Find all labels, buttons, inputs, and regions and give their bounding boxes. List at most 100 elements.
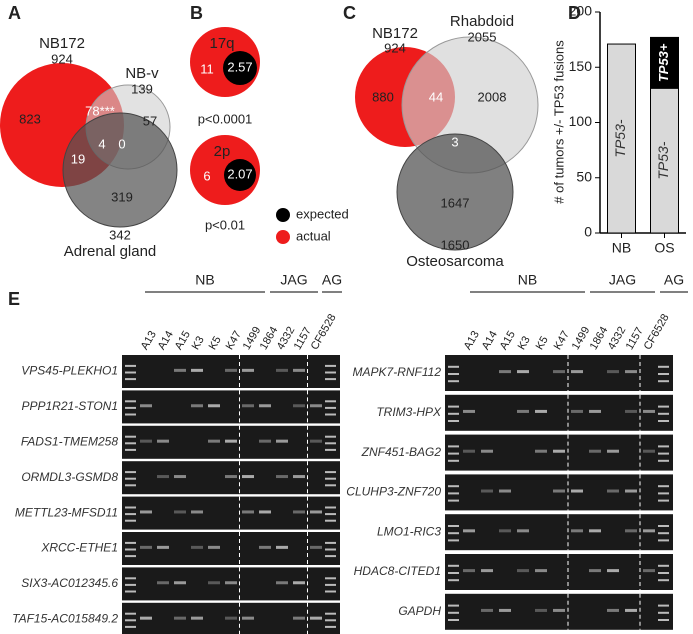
gel-band [535, 569, 547, 573]
gel-band [571, 409, 583, 413]
gel-band [517, 529, 529, 533]
gel-band [310, 616, 322, 620]
ladder-band [658, 579, 669, 582]
gel-band [310, 510, 322, 514]
gel-band [191, 510, 203, 514]
gel-band [208, 404, 220, 408]
gel-band [174, 510, 186, 514]
gene-label: ORMDL3-GSMD8 [21, 470, 118, 484]
ladder-band [325, 519, 336, 522]
venn-circle [396, 133, 514, 251]
actual-count: 11 [200, 61, 214, 76]
gel-band [643, 529, 655, 533]
gel-band [242, 616, 254, 620]
actual-count: 6 [203, 168, 210, 183]
panel-label: C [343, 3, 356, 23]
ladder-band [325, 400, 336, 403]
ladder-band [325, 506, 336, 509]
ladder-band [448, 619, 459, 621]
ladder-band [658, 611, 669, 614]
gel-band [607, 370, 619, 374]
gel-band [517, 569, 529, 573]
ladder-band [448, 445, 459, 448]
ladder-band [658, 564, 669, 567]
gel-band [553, 449, 565, 453]
gel-band [140, 510, 152, 514]
ladder-band [658, 445, 669, 448]
ladder-band [125, 619, 136, 622]
gene-label: FADS1-TMEM258 [21, 434, 118, 448]
lane-label: A15 [173, 329, 193, 352]
venn-count: 1647 [441, 195, 470, 210]
gene-label: MAPK7-RNF112 [353, 365, 442, 379]
gel-band [589, 449, 601, 453]
ladder-band [125, 448, 136, 451]
gel-band [535, 409, 547, 413]
gel-band [293, 510, 305, 514]
venn-circle [62, 112, 178, 228]
ladder-band [125, 484, 136, 487]
gel-band [259, 439, 271, 443]
legend-swatch [276, 208, 290, 222]
ladder-band [448, 525, 459, 527]
ladder-band [658, 619, 669, 621]
set-label: NB172 [39, 35, 85, 52]
region-label: 2p [214, 143, 231, 160]
gel-band [259, 545, 271, 549]
lane-label: A14 [156, 329, 176, 352]
venn-count: 880 [372, 89, 394, 104]
gel-band [225, 439, 237, 443]
gel-band [499, 608, 511, 612]
bar-segment [650, 87, 679, 234]
gel-band [157, 545, 169, 549]
gel-band [607, 489, 619, 493]
gel-band [625, 529, 637, 533]
ladder-band [325, 619, 336, 622]
expected-circle [223, 51, 257, 85]
ladder-band [325, 541, 336, 544]
gel-band [310, 545, 322, 549]
legend-label: actual [296, 228, 331, 243]
gel-band [174, 581, 186, 585]
lane-label: 1864 [588, 325, 611, 352]
gel-image [122, 602, 340, 634]
gel-band [607, 608, 619, 612]
venn-count: 0 [118, 136, 125, 151]
gel-band [571, 489, 583, 493]
ladder-band [125, 583, 136, 586]
set-total: 2055 [468, 29, 497, 44]
venn-count: 823 [19, 111, 41, 126]
gel-band [517, 370, 529, 374]
set-total: 1650 [441, 237, 470, 252]
gel-band [481, 489, 493, 493]
ladder-band [125, 400, 136, 403]
group-label: AG [664, 272, 684, 288]
ladder-band [448, 611, 459, 614]
bar-chart: 0 50 100 150 200 NB TP53- OS TP53- TP53+ [569, 3, 686, 256]
lane-label: K3 [516, 334, 533, 352]
gel-band [293, 475, 305, 479]
gene-label: XRCC-ETHE1 [40, 541, 118, 555]
expected-circle [224, 159, 256, 191]
expected-count: 2.07 [227, 166, 252, 181]
ladder-band [658, 485, 669, 488]
ladder-band [125, 625, 136, 628]
venn-count: 44 [429, 89, 443, 104]
gel-band [259, 510, 271, 514]
gel-band [140, 616, 152, 620]
gel-band [643, 409, 655, 413]
ladder-band [125, 577, 136, 580]
ladder-band [448, 604, 459, 607]
gel-band [276, 439, 288, 443]
gene-label: PPP1R21-STON1 [22, 399, 119, 413]
venn-count: 3 [451, 134, 458, 149]
lane-label: CF6528 [642, 312, 672, 352]
lane-label: 1499 [570, 325, 593, 352]
set-label: NB-v [125, 65, 159, 82]
segment-label: TP53+ [656, 43, 671, 82]
gel-band [259, 404, 271, 408]
legend-label: expected [296, 206, 349, 221]
gel-band [589, 409, 601, 413]
gel-band [191, 616, 203, 620]
gel-band [208, 581, 220, 585]
